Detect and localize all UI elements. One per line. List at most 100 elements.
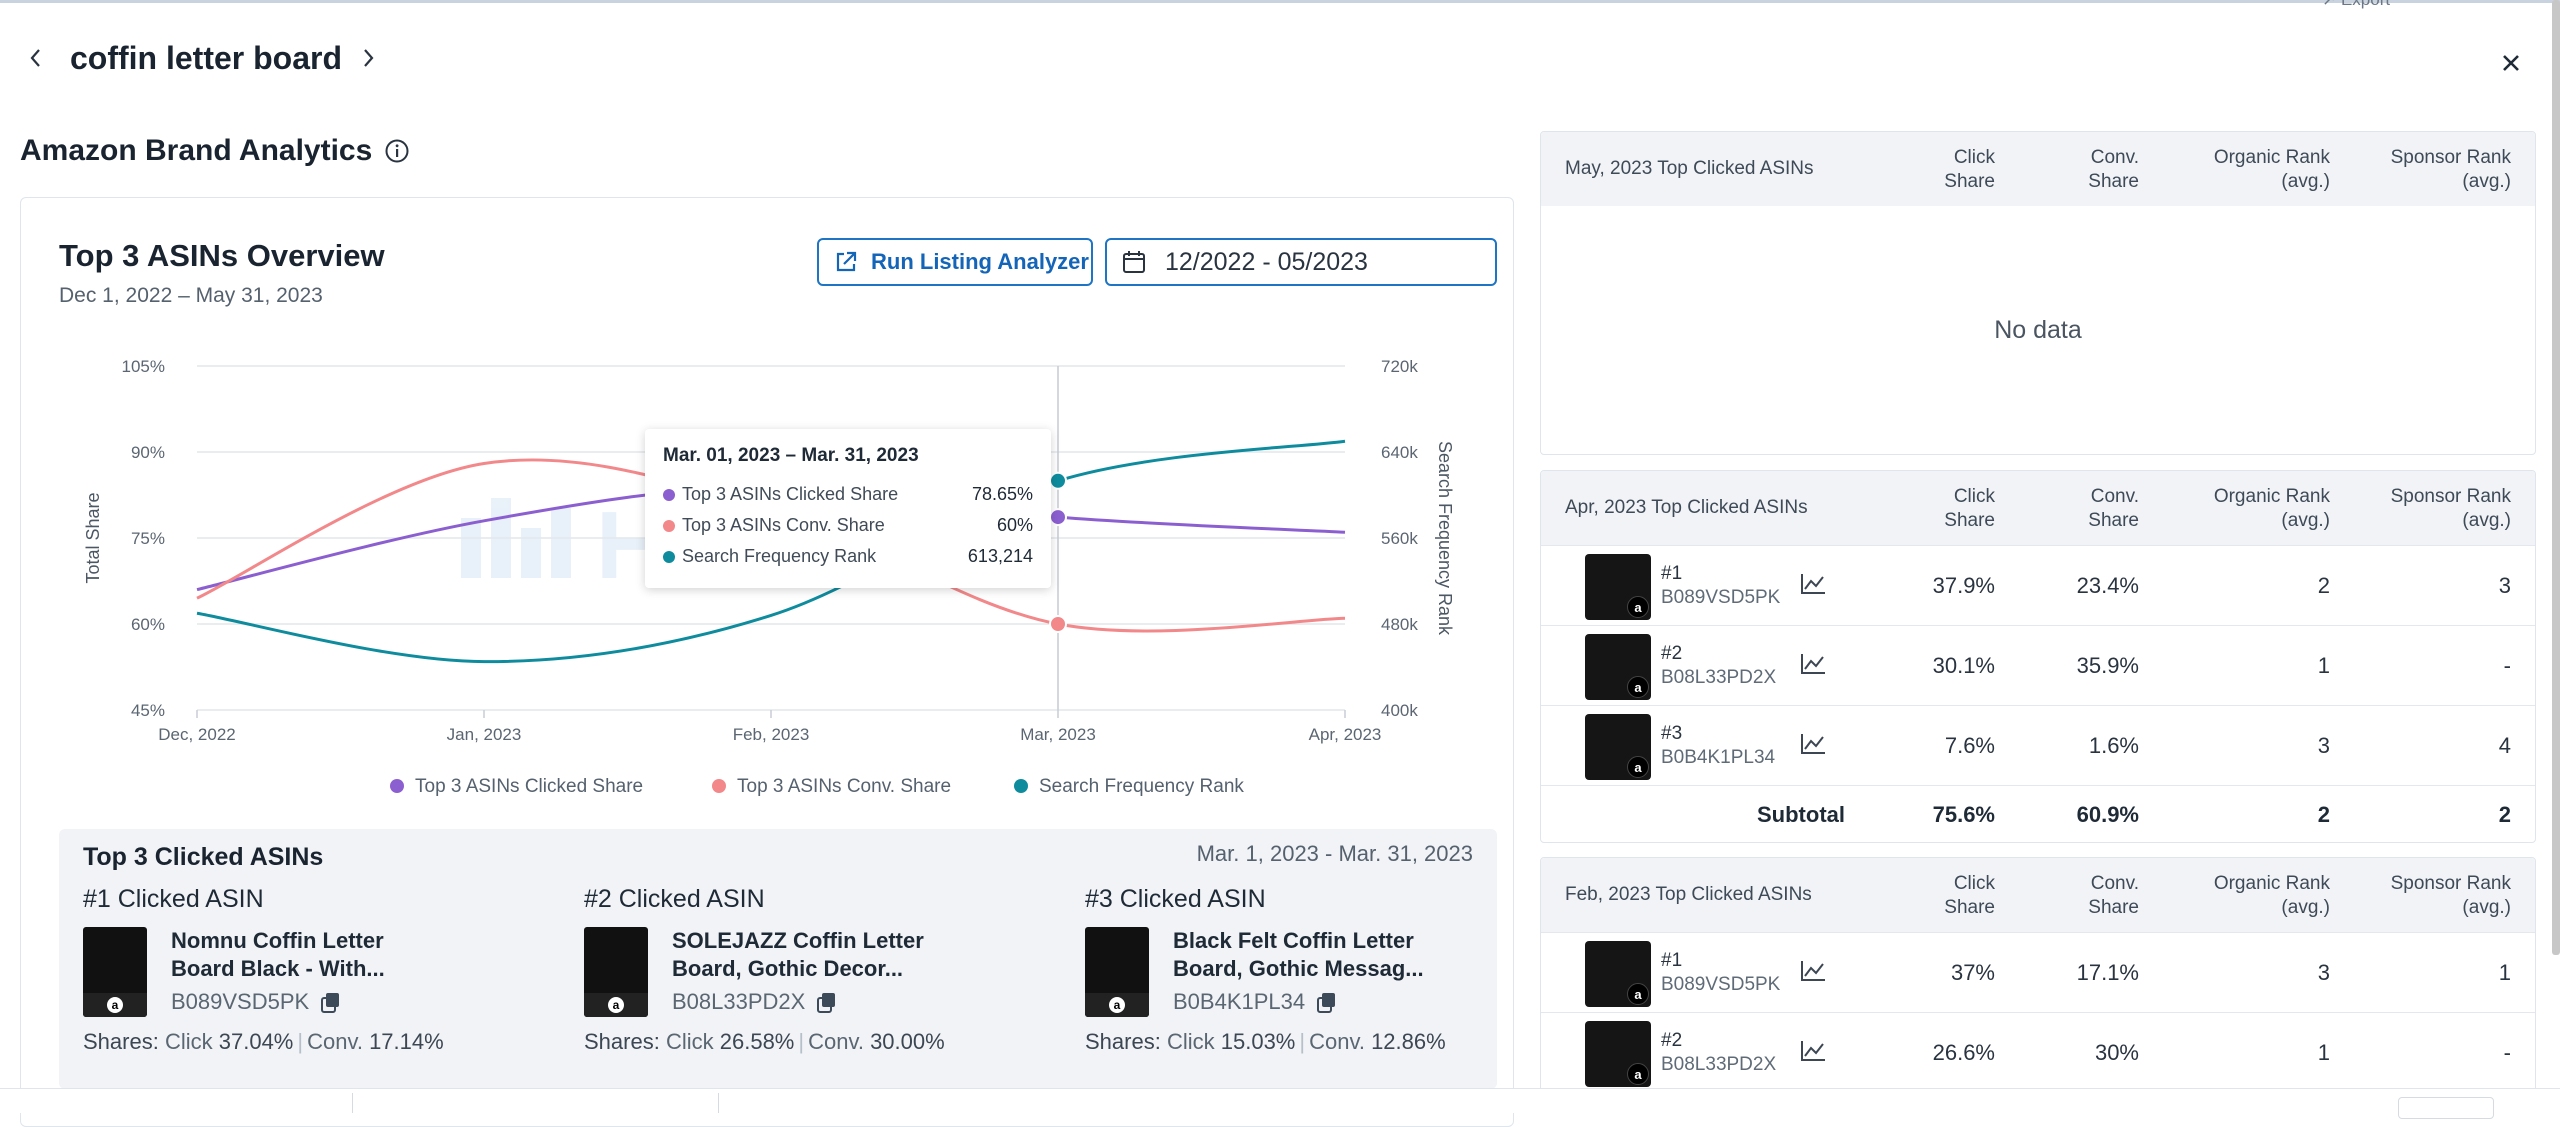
y-right-tick-label: 720k: [1381, 357, 1418, 376]
sponsor-rank-cell: 2: [2498, 802, 2511, 827]
organic-rank-cell: 2: [2317, 573, 2330, 598]
conv-label: Conv.: [1309, 1029, 1365, 1054]
organic-rank-cell: 1: [2317, 653, 2330, 678]
tooltip-value: 78.65%: [971, 484, 1033, 504]
no-data-message: No data: [1994, 315, 2082, 344]
sfr-dot: [663, 550, 675, 563]
col-conv-share: Conv. Share: [2088, 872, 2139, 920]
product-thumbnail[interactable]: a: [1585, 554, 1651, 620]
asin-link[interactable]: B08L33PD2X: [672, 989, 806, 1014]
product-thumbnail[interactable]: a: [584, 927, 648, 1017]
feb-top-clicked-table: Feb, 2023 Top Clicked ASINs Click Share C…: [1540, 857, 2536, 1107]
close-button[interactable]: [2494, 46, 2528, 80]
calendar-icon: [1123, 251, 1145, 273]
click-label: Click: [1166, 1029, 1215, 1054]
col-line: Sponsor Rank: [2390, 486, 2511, 507]
external-link-icon: [836, 251, 857, 272]
x-tick-label: Mar, 2023: [1020, 725, 1096, 744]
amazon-icon: a: [1627, 1063, 1649, 1085]
table-row: a #2 B08L33PD2X 30.1% 35.9% 1 -: [1541, 625, 2535, 705]
trend-chart-icon[interactable]: [1799, 959, 1827, 983]
col-click-share: Click Share: [1944, 872, 1995, 920]
col-line: Share: [1944, 510, 1995, 531]
subtotal-row: Subtotal 75.6% 60.9% 2 2: [1541, 785, 2535, 842]
table-title: Apr, 2023 Top Clicked ASINs: [1565, 497, 1808, 518]
bottom-control[interactable]: [2398, 1097, 2494, 1119]
top-border: [0, 0, 2560, 3]
table-row: a #3 B0B4K1PL34 7.6% 1.6% 3 4: [1541, 705, 2535, 785]
subtotal-label: Subtotal: [1757, 802, 1845, 827]
info-icon[interactable]: [384, 138, 410, 164]
copy-icon[interactable]: [815, 990, 839, 1014]
date-range-picker[interactable]: 12/2022 - 05/2023: [1105, 238, 1497, 286]
conv-share-dot: [663, 519, 675, 532]
clicked-asin-card: #1 Clicked ASIN a Nomnu Coffin Letter Bo…: [83, 885, 563, 1054]
y-right-tick-label: 480k: [1381, 615, 1418, 634]
row-rank: #1: [1661, 563, 1683, 584]
shares-line: Shares: Click 26.58% | Conv. 30.00%: [584, 1029, 945, 1055]
legend-marker: [712, 779, 726, 793]
clicked-asin-card: #3 Clicked ASIN a Black Felt Coffin Lett…: [1085, 885, 1565, 1054]
shares-label: Shares:: [83, 1029, 159, 1054]
row-asin[interactable]: B089VSD5PK: [1661, 974, 1781, 995]
svg-text:a: a: [1114, 998, 1121, 1012]
copy-icon[interactable]: [1315, 990, 1339, 1014]
row-asin[interactable]: B08L33PD2X: [1661, 667, 1777, 688]
export-link-partial[interactable]: ↗ Export: [2322, 0, 2390, 10]
y-left-tick-label: 105%: [122, 357, 165, 376]
col-sponsor-rank: Sponsor Rank (avg.): [2391, 872, 2511, 920]
may-top-clicked-table: May, 2023 Top Clicked ASINs Click Share C…: [1540, 131, 2536, 455]
col-sponsor-rank: Sponsor Rank (avg.): [2391, 485, 2511, 533]
page-scrollbar[interactable]: [2552, 0, 2560, 955]
product-thumbnail[interactable]: a: [1585, 1021, 1651, 1087]
run-listing-analyzer-button[interactable]: Run Listing Analyzer: [817, 238, 1093, 286]
x-tick-label: Apr, 2023: [1309, 725, 1382, 744]
row-rank: #2: [1661, 1030, 1683, 1051]
product-thumbnail[interactable]: a: [1085, 927, 1149, 1017]
y-left-axis-title: Total Share: [83, 492, 103, 583]
amazon-icon: a: [1627, 596, 1649, 618]
clicked-share-dot: [663, 488, 675, 501]
product-thumbnail[interactable]: a: [1585, 941, 1651, 1007]
sponsor-rank-cell: -: [2503, 653, 2511, 678]
next-keyword-button[interactable]: [354, 40, 382, 76]
trend-chart-icon[interactable]: [1799, 572, 1827, 596]
product-thumbnail[interactable]: a: [1585, 634, 1651, 700]
row-asin[interactable]: B089VSD5PK: [1661, 587, 1781, 608]
row-asin[interactable]: B08L33PD2X: [1661, 1054, 1777, 1075]
y-right-tick-label: 640k: [1381, 443, 1418, 462]
trend-chart-icon[interactable]: [1799, 1039, 1827, 1063]
product-name[interactable]: Nomnu Coffin Letter Board Black - With..…: [171, 928, 385, 981]
row-rank: #3: [1661, 723, 1683, 744]
shares-line: Shares: Click 37.04% | Conv. 17.14%: [83, 1029, 444, 1055]
table-header: Feb, 2023 Top Clicked ASINs Click Share C…: [1541, 858, 2535, 932]
series-line-3: [196, 439, 1346, 664]
table-title: Feb, 2023 Top Clicked ASINs: [1565, 884, 1812, 905]
close-icon: [2503, 55, 2519, 71]
col-line: Conv.: [2090, 873, 2139, 894]
row-asin[interactable]: B0B4K1PL34: [1661, 747, 1776, 768]
product-thumbnail[interactable]: a: [1585, 714, 1651, 780]
product-name[interactable]: Black Felt Coffin Letter Board, Gothic M…: [1173, 928, 1424, 981]
asin-link[interactable]: B0B4K1PL34: [1173, 989, 1306, 1014]
col-line: Organic Rank: [2213, 873, 2330, 894]
previous-keyword-button[interactable]: [22, 40, 50, 76]
click-share-value: 37.04%: [218, 1029, 294, 1054]
trend-chart-icon[interactable]: [1799, 652, 1827, 676]
product-thumbnail[interactable]: a: [83, 927, 147, 1017]
divider: [352, 1093, 353, 1113]
asin-link[interactable]: B089VSD5PK: [171, 989, 310, 1014]
col-line: (avg.): [2281, 171, 2330, 192]
organic-rank-cell: 1: [2317, 1040, 2330, 1065]
product-name[interactable]: SOLEJAZZ Coffin Letter Board, Gothic Dec…: [672, 928, 924, 981]
x-tick-label: Feb, 2023: [733, 725, 810, 744]
tooltip-label: Top 3 ASINs Conv. Share: [682, 515, 885, 535]
tooltip-title: Mar. 01, 2023 – Mar. 31, 2023: [663, 445, 919, 466]
col-line: Sponsor Rank: [2390, 873, 2511, 894]
sponsor-rank-cell: -: [2503, 1040, 2511, 1065]
copy-icon[interactable]: [319, 990, 343, 1014]
amazon-icon: a: [1627, 983, 1649, 1005]
trend-chart-icon[interactable]: [1799, 732, 1827, 756]
top3-range: Mar. 1, 2023 - Mar. 31, 2023: [1196, 841, 1473, 866]
organic-rank-cell: 3: [2317, 960, 2330, 985]
